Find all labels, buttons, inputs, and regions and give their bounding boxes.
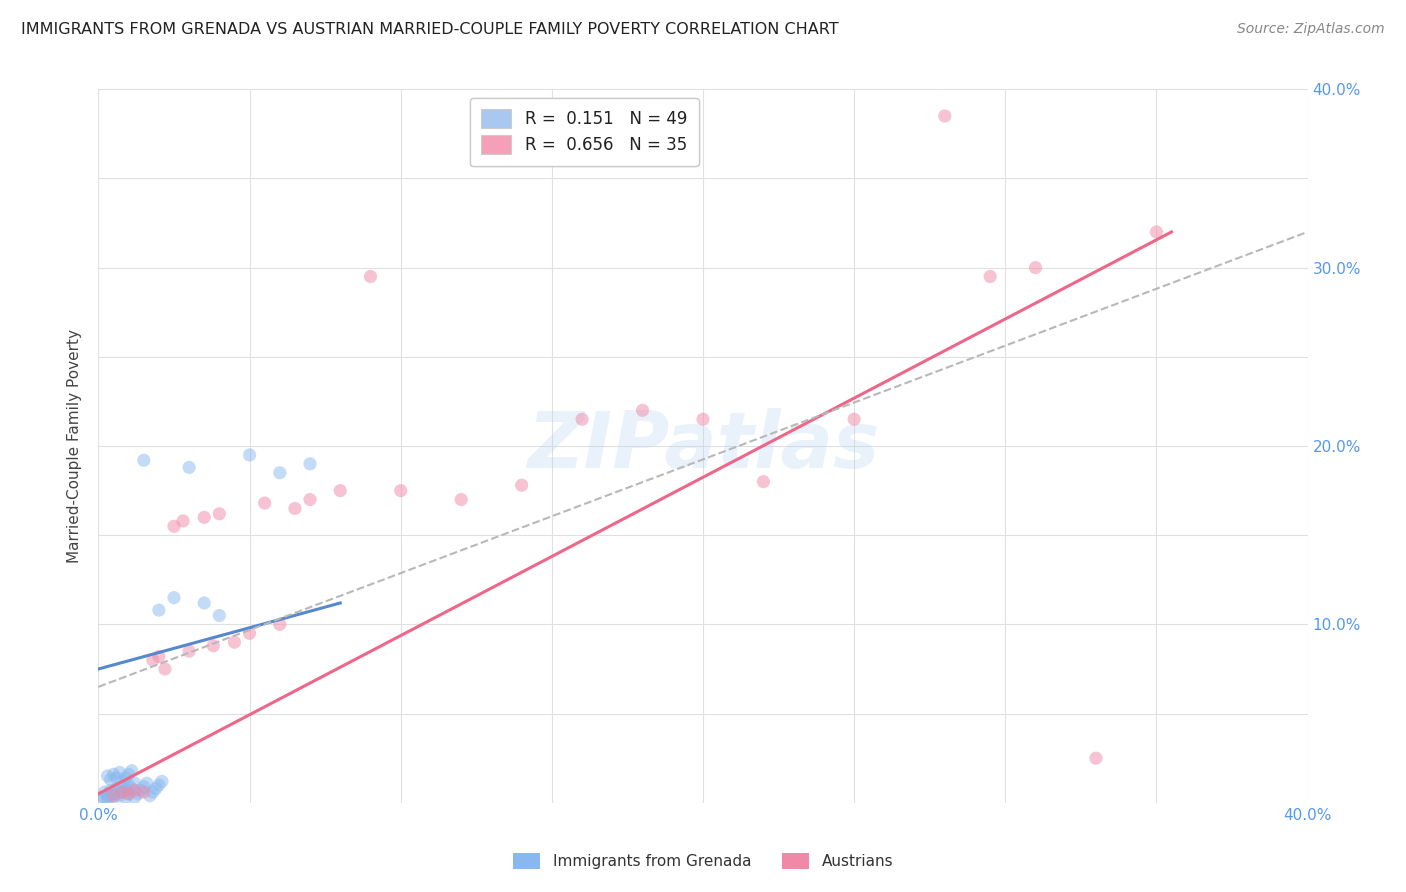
Point <box>142 785 165 799</box>
Point <box>142 653 165 667</box>
Text: ZIPatlas: ZIPatlas <box>527 408 879 484</box>
Point <box>135 776 157 790</box>
Text: IMMIGRANTS FROM GRENADA VS AUSTRIAN MARRIED-COUPLE FAMILY POVERTY CORRELATION CH: IMMIGRANTS FROM GRENADA VS AUSTRIAN MARR… <box>21 22 839 37</box>
Point <box>90 792 112 806</box>
Point <box>139 789 162 803</box>
Point <box>103 767 125 781</box>
Point <box>934 109 956 123</box>
Legend: Immigrants from Grenada, Austrians: Immigrants from Grenada, Austrians <box>506 847 900 875</box>
Text: Source: ZipAtlas.com: Source: ZipAtlas.com <box>1237 22 1385 37</box>
Point <box>96 792 118 806</box>
Point <box>172 514 194 528</box>
Point <box>269 617 291 632</box>
Point <box>111 774 134 789</box>
Point <box>108 789 131 803</box>
Point <box>979 269 1001 284</box>
Point <box>193 596 215 610</box>
Point <box>93 790 115 805</box>
Point <box>179 460 201 475</box>
Point <box>114 790 136 805</box>
Point <box>239 626 262 640</box>
Point <box>269 466 291 480</box>
Point <box>148 603 170 617</box>
Point <box>284 501 307 516</box>
Point <box>179 644 201 658</box>
Point <box>103 787 125 801</box>
Point <box>121 781 143 796</box>
Point <box>752 475 775 489</box>
Point <box>145 781 167 796</box>
Point <box>360 269 382 284</box>
Point <box>450 492 472 507</box>
Point <box>118 787 141 801</box>
Point <box>124 783 146 797</box>
Point <box>118 767 141 781</box>
Legend: R =  0.151   N = 49, R =  0.656   N = 35: R = 0.151 N = 49, R = 0.656 N = 35 <box>470 97 699 166</box>
Point <box>111 780 134 794</box>
Point <box>844 412 866 426</box>
Point <box>132 453 155 467</box>
Point <box>124 790 146 805</box>
Point <box>103 790 125 805</box>
Point <box>114 783 136 797</box>
Point <box>692 412 714 426</box>
Point <box>93 785 115 799</box>
Point <box>299 457 322 471</box>
Point <box>108 785 131 799</box>
Point <box>163 591 186 605</box>
Point <box>127 787 149 801</box>
Point <box>121 764 143 778</box>
Point <box>148 778 170 792</box>
Point <box>103 789 125 803</box>
Point <box>118 778 141 792</box>
Point <box>329 483 352 498</box>
Point <box>193 510 215 524</box>
Y-axis label: Married-Couple Family Poverty: Married-Couple Family Poverty <box>67 329 83 563</box>
Point <box>114 771 136 785</box>
Point <box>100 789 122 803</box>
Point <box>100 772 122 787</box>
Point <box>105 771 128 785</box>
Point <box>163 519 186 533</box>
Point <box>150 774 173 789</box>
Point <box>96 789 118 803</box>
Point <box>389 483 412 498</box>
Point <box>124 776 146 790</box>
Point <box>299 492 322 507</box>
Point <box>1085 751 1108 765</box>
Point <box>571 412 593 426</box>
Point <box>202 639 225 653</box>
Point <box>510 478 533 492</box>
Point <box>108 765 131 780</box>
Point <box>105 781 128 796</box>
Point <box>239 448 262 462</box>
Point <box>129 783 152 797</box>
Point <box>100 783 122 797</box>
Point <box>1024 260 1046 275</box>
Point <box>224 635 246 649</box>
Point <box>1144 225 1167 239</box>
Point <box>631 403 654 417</box>
Point <box>208 507 231 521</box>
Point <box>96 769 118 783</box>
Point <box>153 662 176 676</box>
Point <box>118 787 141 801</box>
Point <box>111 785 134 799</box>
Point <box>105 787 128 801</box>
Point <box>132 780 155 794</box>
Point <box>132 785 155 799</box>
Point <box>111 785 134 799</box>
Point <box>148 649 170 664</box>
Point <box>208 608 231 623</box>
Point <box>253 496 276 510</box>
